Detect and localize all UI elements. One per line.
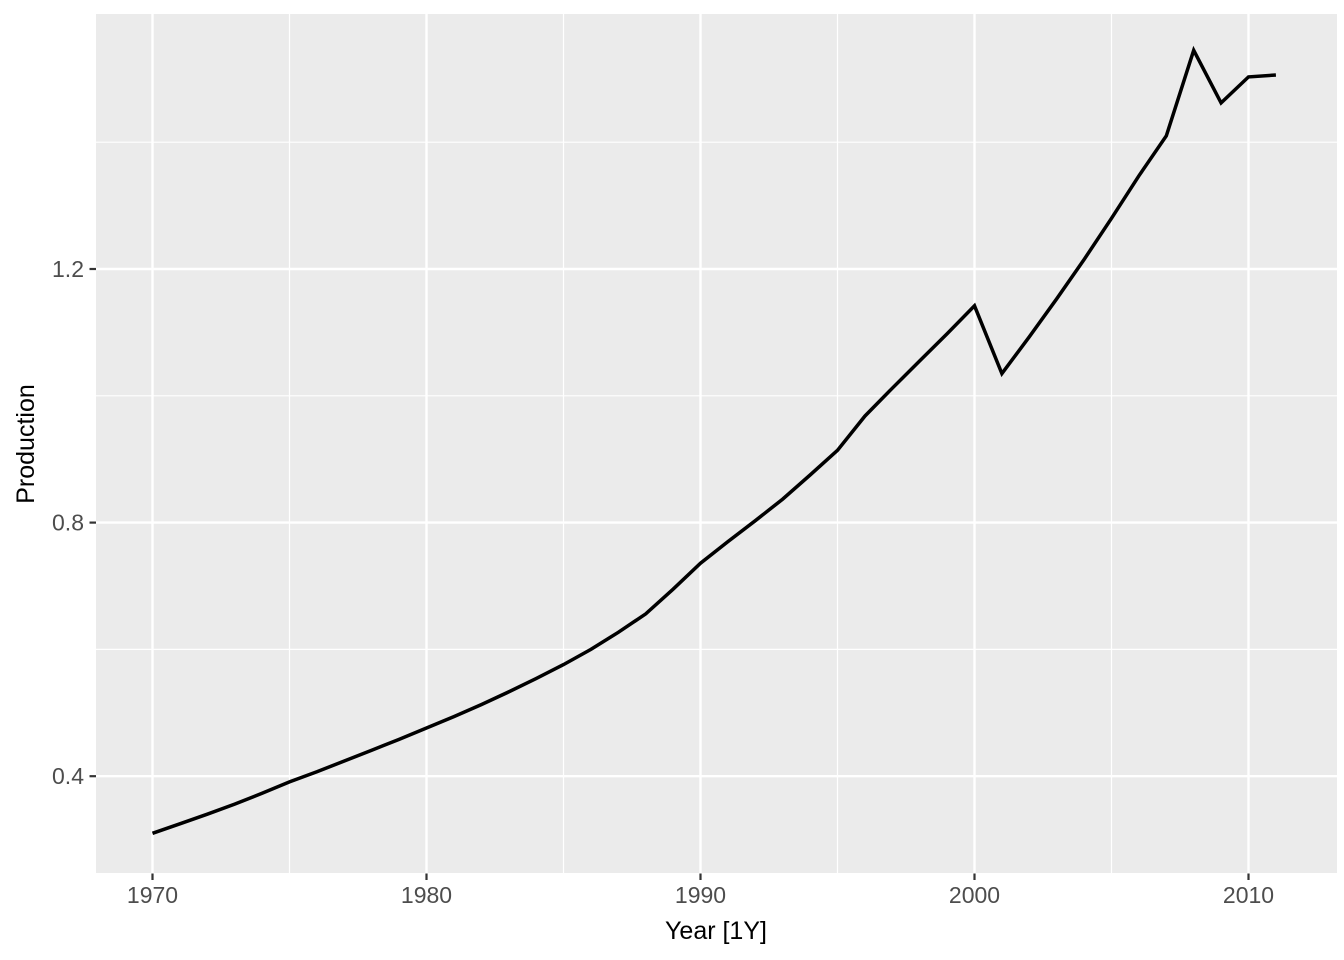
minor-gridlines: [96, 14, 1337, 873]
x-tick-label: 2000: [949, 882, 1000, 908]
major-gridlines: [96, 14, 1337, 873]
y-tick-label: 0.8: [52, 510, 84, 536]
y-axis-tick-labels: 0.4 0.8 1.2: [52, 256, 84, 789]
x-tick-label: 2010: [1223, 882, 1274, 908]
production-series-line: [151, 45, 1277, 835]
x-tick-label: 1970: [127, 882, 178, 908]
y-tick-label: 1.2: [52, 256, 84, 282]
x-tick-label: 1990: [675, 882, 726, 908]
plot-panel: [96, 14, 1337, 873]
x-axis-tick-labels: 1970 1980 1990 2000 2010: [127, 882, 1274, 908]
y-tick-label: 0.4: [52, 763, 84, 789]
x-tick-label: 1980: [401, 882, 452, 908]
axis-tick-marks: [89, 267, 1250, 880]
x-axis-title: Year [1Y]: [665, 917, 767, 945]
y-axis-title: Production: [12, 384, 40, 504]
